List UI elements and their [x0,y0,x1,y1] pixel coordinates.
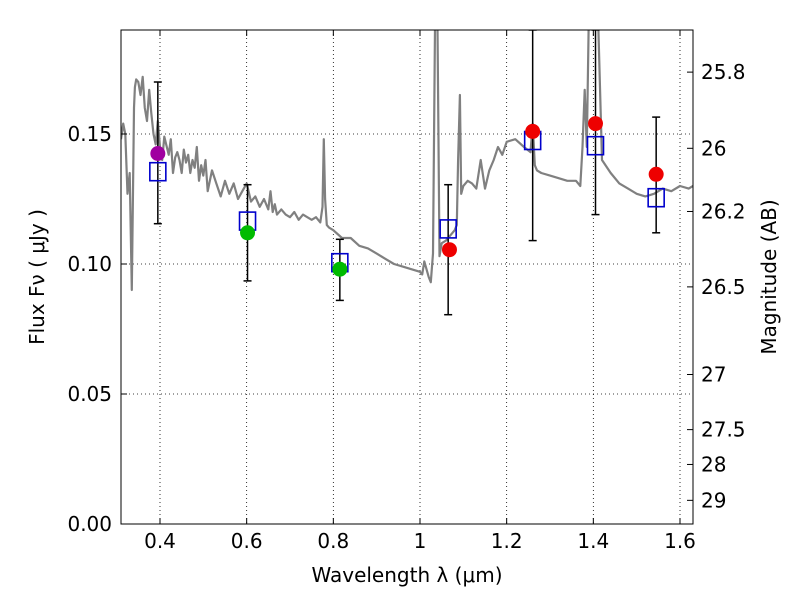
observed-photometry-layer [150,116,664,277]
y-tick-label: 0.10 [67,252,112,276]
observed-flux-dot [150,146,166,161]
x-axis-title: Wavelength λ (μm) [311,563,502,587]
y-tick-label: 0.05 [67,382,112,406]
y-axis-title: Flux Fν ( μJy ) [25,209,49,345]
x-tick-label: 1.2 [491,529,523,553]
model-flux-square [439,219,457,239]
plot-frame [120,29,694,525]
y2-axis-title: Magnitude (AB) [757,199,781,354]
y-tick-label: 0.00 [67,512,112,536]
model-flux-square [149,161,167,182]
observed-flux-dot [441,242,457,258]
gridlines [121,30,693,524]
observed-flux-dot [525,123,541,139]
model-flux-square [647,187,665,208]
model-spectrum-line [121,30,693,292]
x-tick-label: 0.8 [317,529,349,553]
y2-tick-label: 26.5 [701,275,746,299]
observed-flux-dot [588,116,603,132]
spectrum-layer [121,30,693,292]
observed-flux-dot [240,225,256,241]
plot-area [121,30,693,524]
y2-tick-label: 27 [701,363,726,387]
y2-tick-label: 27.5 [701,418,746,442]
x-tick-label: 0.6 [231,529,263,553]
y2-tick-label: 25.8 [701,60,746,84]
y2-tick-label: 29 [701,488,726,512]
y2-tick-label: 28 [701,452,726,476]
observed-flux-dot [332,261,348,277]
model-photometry-layer [149,130,665,273]
x-tick-label: 1.6 [664,529,696,553]
observed-flux-dot [648,166,664,182]
x-tick-label: 1 [414,529,427,553]
model-flux-square [586,135,605,156]
y2-tick-label: 26 [701,136,726,160]
x-tick-label: 0.4 [144,529,176,553]
x-tick-label: 1.4 [577,529,609,553]
y-tick-label: 0.15 [67,122,112,146]
axis-ticks: 0.4 0.6 0.8 1 1.2 1.4 1.6 0.00 0.05 0.10 0.15 25.8 2… [67,30,746,553]
y2-tick-label: 26.2 [701,199,746,223]
